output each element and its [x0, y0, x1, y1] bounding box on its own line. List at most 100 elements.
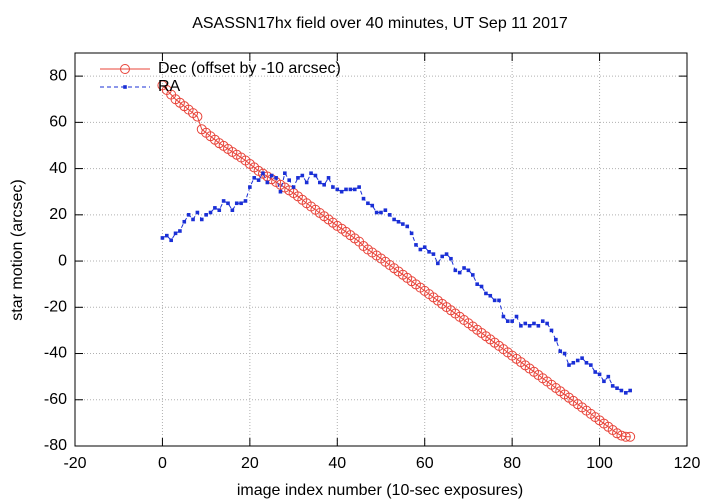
point [191, 217, 195, 222]
x-tick-label: 20 [241, 455, 259, 472]
point [620, 431, 631, 442]
point [619, 388, 624, 393]
point [379, 210, 383, 215]
point [545, 321, 549, 326]
point [440, 254, 444, 259]
point [571, 360, 576, 365]
point [173, 231, 178, 236]
point [462, 266, 466, 270]
point [549, 328, 554, 333]
point [213, 206, 217, 210]
x-tick-label: 80 [503, 455, 521, 472]
point [532, 321, 536, 326]
point [278, 189, 283, 194]
point [265, 180, 270, 185]
point [575, 358, 580, 363]
y-tick-label: 80 [49, 67, 67, 84]
point [431, 252, 436, 256]
x-axis-label: image index number (10-sec exposures) [237, 482, 523, 499]
point [427, 250, 431, 254]
point [344, 187, 348, 192]
point [628, 388, 632, 393]
point [409, 231, 414, 236]
y-tick-label: -80 [44, 437, 67, 454]
point [527, 323, 532, 328]
point [615, 386, 619, 391]
point [540, 319, 545, 323]
point [199, 217, 204, 222]
point [383, 208, 388, 212]
point [331, 185, 335, 189]
point [243, 199, 248, 203]
point [392, 217, 396, 222]
plot-frame [74, 52, 688, 447]
x-tick-label: 120 [674, 455, 701, 472]
point [471, 273, 475, 277]
legend-label: Dec (offset by -10 arcsec) [158, 60, 341, 77]
point [625, 431, 636, 442]
point [519, 323, 523, 328]
point [291, 185, 296, 189]
point [580, 356, 584, 360]
x-tick-label: 100 [586, 455, 613, 472]
point [192, 111, 203, 122]
point [234, 201, 239, 206]
point [466, 268, 471, 273]
series-line [162, 171, 631, 394]
point [361, 196, 366, 201]
point [554, 337, 558, 342]
point [602, 379, 606, 384]
point [287, 178, 291, 182]
chart-title: ASASSN17hx field over 40 minutes, UT Sep… [192, 15, 568, 32]
y-tick-label: 40 [49, 160, 67, 177]
point [165, 233, 169, 238]
point [309, 171, 313, 176]
point [567, 363, 571, 367]
legend-marker [120, 64, 130, 74]
point [396, 219, 401, 224]
point [370, 203, 375, 208]
point [401, 222, 405, 226]
point [256, 178, 261, 182]
point [536, 323, 541, 328]
x-tick-label: -20 [63, 455, 86, 472]
point [221, 199, 226, 203]
point [414, 243, 418, 247]
point [313, 173, 318, 178]
point [357, 185, 361, 189]
point [510, 319, 514, 323]
point [453, 268, 458, 273]
y-tick-label: 0 [58, 252, 67, 269]
point [186, 213, 191, 217]
point [339, 189, 344, 194]
x-tick-label: 60 [416, 455, 434, 472]
point [261, 171, 265, 176]
point [584, 360, 589, 365]
point [352, 187, 357, 192]
y-tick-label: -60 [44, 391, 67, 408]
point [178, 229, 182, 233]
point [501, 314, 506, 319]
point [230, 208, 235, 212]
point [274, 176, 278, 180]
point [208, 210, 213, 215]
y-tick-label: -20 [44, 299, 67, 316]
point [304, 180, 309, 185]
point [497, 298, 501, 303]
point [593, 370, 597, 374]
point [296, 176, 300, 180]
point [418, 247, 423, 252]
point [248, 185, 252, 189]
y-axis-label: star motion (arcsec) [9, 179, 26, 320]
point [624, 391, 628, 395]
point [422, 245, 427, 249]
point [610, 384, 615, 388]
legend-label: RA [158, 78, 181, 95]
point [366, 201, 370, 206]
point [405, 224, 410, 229]
point [488, 293, 493, 298]
x-tick-label: 0 [158, 455, 167, 472]
y-tick-label: -40 [44, 345, 67, 362]
y-tick-label: 60 [49, 114, 67, 131]
point [226, 201, 230, 206]
